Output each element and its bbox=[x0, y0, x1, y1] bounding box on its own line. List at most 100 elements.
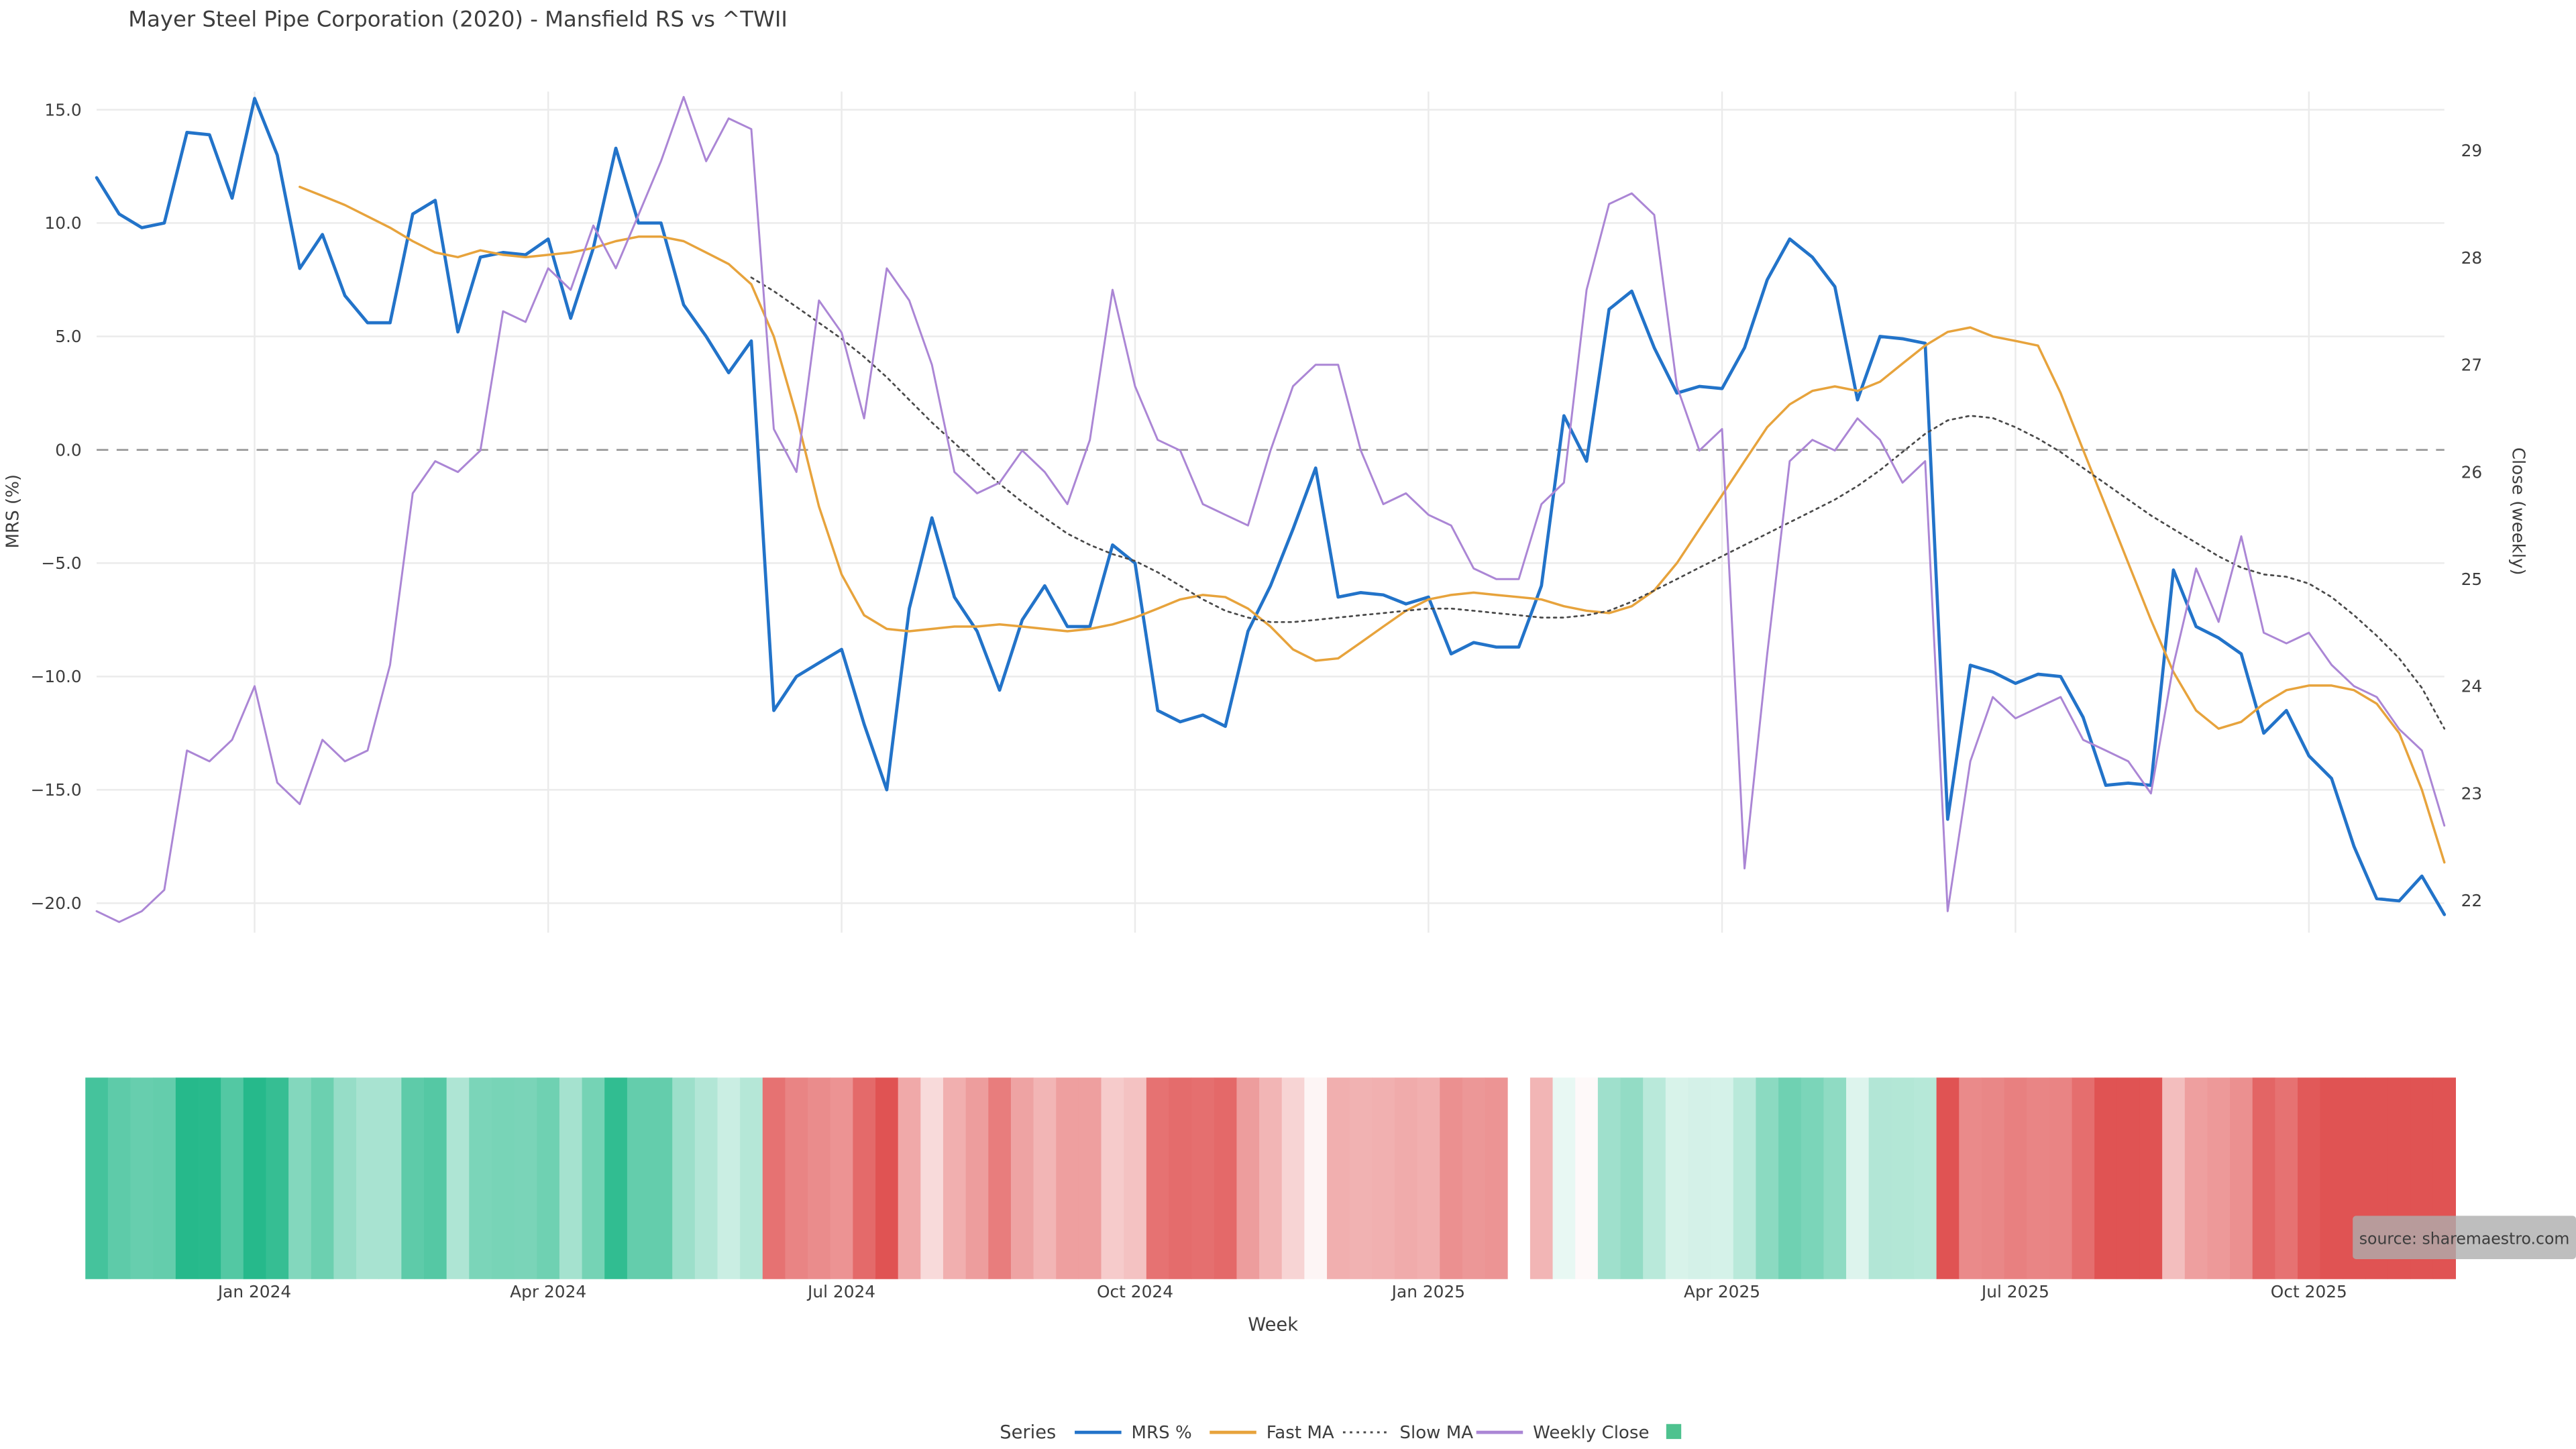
heatmap-cell bbox=[446, 1077, 470, 1279]
heatmap-cell bbox=[1259, 1077, 1283, 1279]
x-tick-label: Jan 2024 bbox=[217, 1282, 291, 1301]
left-tick-label: −5.0 bbox=[41, 553, 81, 573]
right-tick-label: 23 bbox=[2461, 784, 2483, 803]
heatmap-cell bbox=[1417, 1077, 1440, 1279]
heatmap-cell bbox=[582, 1077, 605, 1279]
heatmap-cell bbox=[830, 1077, 853, 1279]
left-tick-label: −10.0 bbox=[31, 667, 82, 686]
heatmap-cell bbox=[221, 1077, 244, 1279]
heatmap-cell bbox=[1124, 1077, 1147, 1279]
legend-item-slow-ma[interactable]: Slow MA bbox=[1342, 1423, 1473, 1443]
heatmap-cell bbox=[717, 1077, 741, 1279]
heatmap-cell bbox=[2094, 1077, 2118, 1279]
heatmap-cell bbox=[1236, 1077, 1260, 1279]
heatmap-cell bbox=[1778, 1077, 1802, 1279]
heatmap-cell bbox=[853, 1077, 876, 1279]
heatmap-cell bbox=[424, 1077, 447, 1279]
heatmap-cell bbox=[1620, 1077, 1644, 1279]
series-lines bbox=[95, 96, 2447, 923]
heatmap-cell bbox=[898, 1077, 921, 1279]
heatmap-cell bbox=[694, 1077, 718, 1279]
legend-item-label: MRS % bbox=[1132, 1423, 1192, 1443]
heatmap-cell bbox=[988, 1077, 1012, 1279]
heatmap-cell bbox=[1304, 1077, 1328, 1279]
heatmap-strip bbox=[85, 1077, 2456, 1279]
right-tick-label: 24 bbox=[2461, 677, 2483, 696]
heatmap-cell bbox=[649, 1077, 673, 1279]
heatmap-cell bbox=[1327, 1077, 1350, 1279]
heatmap-cell bbox=[1597, 1077, 1621, 1279]
heatmap-cell bbox=[2275, 1077, 2298, 1279]
heatmap-cell bbox=[875, 1077, 899, 1279]
heatmap-cell bbox=[198, 1077, 221, 1279]
right-tick-label: 27 bbox=[2461, 355, 2483, 374]
heatmap-cell bbox=[491, 1077, 515, 1279]
left-tick-label: −20.0 bbox=[31, 894, 82, 913]
series-line-weekly-close bbox=[95, 96, 2446, 923]
heatmap-cell bbox=[1394, 1077, 1418, 1279]
x-tick-label: Jan 2025 bbox=[1391, 1282, 1465, 1301]
heatmap-cell bbox=[627, 1077, 650, 1279]
heatmap-cell bbox=[401, 1077, 425, 1279]
heatmap-cell bbox=[1010, 1077, 1034, 1279]
heatmap-cell bbox=[1575, 1077, 1599, 1279]
heatmap-cell bbox=[1711, 1077, 1734, 1279]
heatmap-cell bbox=[107, 1077, 131, 1279]
x-tick-label: Apr 2025 bbox=[1684, 1282, 1760, 1301]
legend: Series MRS % Fast MA Slow MA Weekly Close bbox=[1000, 1422, 1682, 1443]
heatmap-cell bbox=[2027, 1077, 2050, 1279]
heatmap-cell bbox=[1214, 1077, 1237, 1279]
heatmap-cell bbox=[1868, 1077, 1892, 1279]
heatmap-cell bbox=[808, 1077, 831, 1279]
heatmap-cell bbox=[785, 1077, 808, 1279]
heatmap-cell bbox=[2004, 1077, 2027, 1279]
heatmap-cell bbox=[378, 1077, 402, 1279]
x-axis-title: Week bbox=[1248, 1315, 1298, 1336]
series-line-slow-ma bbox=[750, 276, 2446, 730]
heatmap-cell bbox=[1078, 1077, 1102, 1279]
heatmap-cell bbox=[1529, 1077, 1553, 1279]
legend-item-heatmap[interactable] bbox=[1666, 1424, 1682, 1440]
heatmap-cell bbox=[1056, 1077, 1079, 1279]
legend-title: Series bbox=[1000, 1422, 1056, 1443]
legend-item-weekly-close[interactable]: Weekly Close bbox=[1476, 1423, 1650, 1443]
heatmap-cell bbox=[943, 1077, 966, 1279]
legend-item-label: Slow MA bbox=[1399, 1423, 1473, 1443]
heatmap-cell bbox=[1440, 1077, 1463, 1279]
x-tick-label: Oct 2024 bbox=[1097, 1282, 1173, 1301]
legend-swatch-square bbox=[1666, 1424, 1682, 1440]
heatmap-cell bbox=[333, 1077, 357, 1279]
heatmap-cell bbox=[266, 1077, 289, 1279]
heatmap-cell bbox=[288, 1077, 312, 1279]
heatmap-cell bbox=[1959, 1077, 1982, 1279]
legend-item-fast-ma[interactable]: Fast MA bbox=[1210, 1423, 1334, 1443]
heatmap-cell bbox=[965, 1077, 989, 1279]
heatmap-cell bbox=[740, 1077, 763, 1279]
heatmap-cell bbox=[1349, 1077, 1373, 1279]
heatmap-cell bbox=[1846, 1077, 1870, 1279]
right-axis-title: Close (weekly) bbox=[2508, 447, 2528, 576]
heatmap-cell bbox=[1936, 1077, 1960, 1279]
heatmap-cell bbox=[2116, 1077, 2140, 1279]
legend-item-mrs-[interactable]: MRS % bbox=[1075, 1423, 1192, 1443]
heatmap-cell bbox=[85, 1077, 109, 1279]
right-tick-label: 28 bbox=[2461, 248, 2483, 268]
heatmap-cell bbox=[1552, 1077, 1576, 1279]
heatmap-cell bbox=[1281, 1077, 1305, 1279]
heatmap-cell bbox=[2139, 1077, 2163, 1279]
left-tick-label: 0.0 bbox=[55, 440, 82, 460]
right-tick-label: 25 bbox=[2461, 570, 2483, 589]
heatmap-cell bbox=[469, 1077, 492, 1279]
heatmap-cell bbox=[1913, 1077, 1937, 1279]
heatmap-cell bbox=[559, 1077, 582, 1279]
heatmap-cell bbox=[356, 1077, 380, 1279]
source-watermark-text: source: sharemaestro.com bbox=[2359, 1230, 2570, 1248]
heatmap-cell bbox=[1101, 1077, 1124, 1279]
heatmap-cell bbox=[1801, 1077, 1824, 1279]
series-line-fast-ma bbox=[299, 185, 2446, 864]
heatmap-cell bbox=[2162, 1077, 2186, 1279]
x-tick-label: Jul 2024 bbox=[806, 1282, 875, 1301]
heatmap-cell bbox=[2184, 1077, 2208, 1279]
right-tick-label: 26 bbox=[2461, 462, 2483, 482]
